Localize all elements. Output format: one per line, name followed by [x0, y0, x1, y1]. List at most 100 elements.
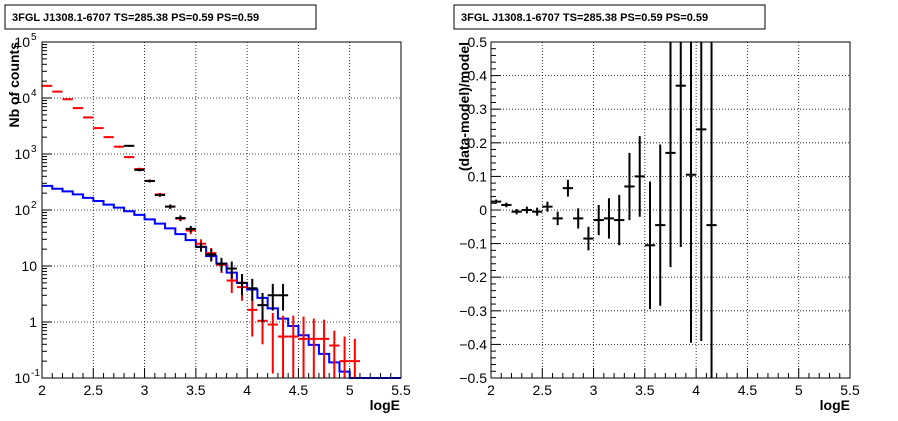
residual-point: [593, 204, 604, 236]
residual-point: [491, 199, 502, 204]
residual-point: [696, 42, 707, 342]
model-count-point: [93, 127, 104, 130]
model-count-point: [124, 156, 135, 159]
spectrum-grid: [42, 42, 401, 378]
spectrum-panel: 3FGL J1308.1-6707 TS=285.38 PS=0.59 PS=0…: [4, 4, 411, 413]
residual-point: [644, 181, 656, 310]
x-tick-label: 5: [346, 382, 354, 398]
model-count-point: [72, 107, 84, 110]
model-count-point: [113, 145, 125, 148]
residual-point: [603, 198, 615, 239]
data-count-point: [154, 193, 166, 197]
data-count-point: [277, 283, 289, 311]
model-count-point: [288, 315, 299, 378]
y-tick-label: 10: [14, 202, 30, 218]
model-count-point: [103, 136, 114, 139]
y-tick-exponent: -1: [31, 368, 40, 379]
x-tick-label: 5: [795, 382, 803, 398]
x-tick-label: 3.5: [186, 382, 206, 398]
y-tick-label: −0.2: [459, 269, 487, 285]
residual-point: [706, 42, 717, 378]
y-tick-label: −0.3: [459, 303, 487, 319]
y-tick-label: 10: [14, 370, 30, 386]
residual-ticks: 2 2.5 3 3.5 4 4.5 5 5.5 −0.5 −0.4 −0.3 −0.2 −0.1 0 0.1…: [459, 34, 860, 398]
data-count-point: [185, 225, 196, 233]
spectrum-frame: [41, 41, 402, 379]
model-count-point: [267, 312, 278, 374]
model-count-point: [298, 316, 309, 378]
spectrum-title: 3FGL J1308.1-6707 TS=285.38 PS=0.59 PS=0…: [12, 12, 259, 24]
model-count-point: [308, 318, 319, 378]
y-tick-exponent: 2: [31, 200, 37, 211]
model-count-point: [318, 319, 330, 378]
model-count-point: [277, 315, 289, 378]
residual-y-label: (data-model)/model: [456, 42, 472, 171]
model-count-point: [247, 298, 258, 337]
x-tick-label: 4: [692, 382, 700, 398]
data-count-point: [257, 292, 268, 322]
y-tick-label: 0.3: [468, 101, 488, 117]
residual-point: [521, 206, 533, 214]
model-count-point: [52, 90, 63, 93]
x-tick-label: 2.5: [533, 382, 553, 398]
data-count-point: [216, 257, 227, 272]
model-count-point: [42, 84, 53, 87]
residual-point: [583, 226, 594, 251]
model-histogram-line: [42, 184, 401, 379]
y-tick-label: −0.1: [459, 236, 487, 252]
x-tick-label: 4.5: [289, 382, 309, 398]
data-count-point: [165, 204, 176, 209]
residual-point: [685, 42, 697, 343]
x-tick-label: 5.5: [391, 382, 411, 398]
data-count-point: [267, 283, 278, 311]
y-tick-exponent: 3: [31, 144, 37, 155]
spectrum-marks: [42, 84, 401, 379]
y-tick-exponent: 4: [31, 88, 37, 99]
model-count-point: [339, 336, 350, 378]
y-tick-label: 0: [479, 202, 487, 218]
residual-title: 3FGL J1308.1-6707 TS=285.38 PS=0.59 PS=0…: [461, 12, 708, 24]
residual-point: [511, 208, 522, 215]
residual-grid: [491, 42, 850, 378]
model-count-point: [349, 338, 360, 378]
x-tick-label: 3: [590, 382, 598, 398]
y-tick-label: 10: [14, 146, 30, 162]
x-tick-label: 3.5: [635, 382, 655, 398]
residual-point: [634, 136, 645, 217]
data-count-point: [124, 144, 135, 147]
residual-point: [665, 42, 676, 268]
data-count-point: [134, 168, 145, 172]
residual-point: [552, 211, 563, 226]
model-count-point: [83, 116, 94, 119]
data-count-point: [206, 249, 217, 262]
residual-point: [614, 194, 625, 246]
x-tick-label: 2.5: [84, 382, 104, 398]
y-tick-label: −0.5: [459, 370, 487, 386]
data-count-point: [144, 179, 155, 183]
data-count-point: [236, 273, 248, 296]
residual-marks: [491, 42, 717, 378]
x-tick-label: 2: [38, 382, 46, 398]
y-tick-label: 0.4: [468, 68, 488, 84]
y-tick-label: 0.1: [468, 168, 488, 184]
residual-point: [675, 42, 686, 247]
y-tick-label: 0.2: [468, 135, 488, 151]
model-count-point: [329, 330, 340, 378]
residual-x-label: logE: [820, 397, 850, 413]
residual-point: [562, 179, 574, 197]
y-tick-label: −0.4: [459, 336, 487, 352]
x-tick-label: 2: [487, 382, 495, 398]
model-count-point: [62, 98, 73, 101]
residual-point: [624, 152, 635, 221]
spectrum-x-label: logE: [370, 397, 400, 413]
x-tick-label: 5.5: [840, 382, 860, 398]
y-tick-label: 10: [14, 90, 30, 106]
x-tick-label: 4.5: [738, 382, 758, 398]
data-count-point: [247, 278, 258, 301]
residual-point: [573, 208, 584, 229]
y-tick-label: 10: [21, 258, 37, 274]
residual-title-box: [453, 4, 766, 30]
y-tick-label: 1: [29, 314, 37, 330]
